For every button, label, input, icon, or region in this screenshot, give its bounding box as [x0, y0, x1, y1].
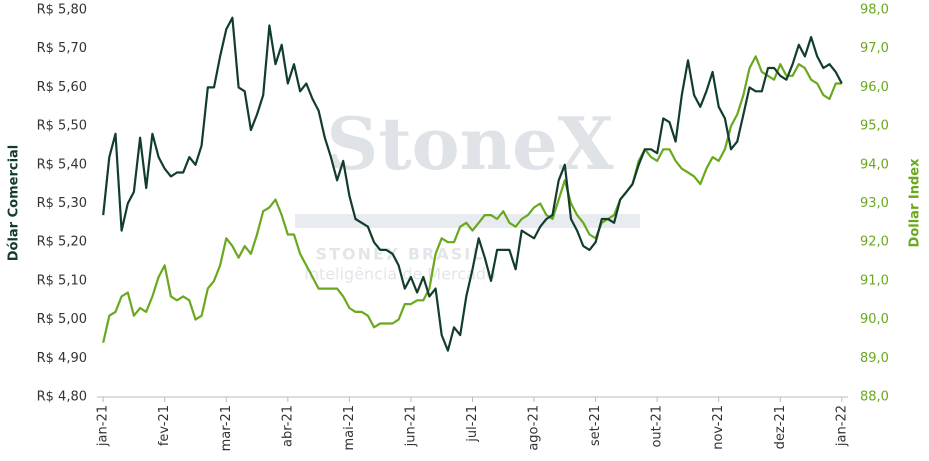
y2-tick-label: 91,0 [860, 273, 889, 288]
y2-tick-label: 95,0 [860, 119, 889, 134]
y-tick-label: R$ 5,10 [37, 273, 87, 288]
y-tick-label: R$ 5,60 [37, 80, 87, 95]
y-tick-label: R$ 5,50 [37, 119, 87, 134]
y-tick-label: R$ 5,00 [37, 312, 87, 327]
y2-axis-label: Dollar Index [908, 158, 923, 248]
x-tick-label: nov-21 [711, 405, 726, 450]
y-tick-label: R$ 5,80 [37, 3, 87, 18]
y-tick-label: R$ 5,40 [37, 157, 87, 172]
y2-tick-label: 90,0 [860, 312, 889, 327]
y2-tick-label: 96,0 [860, 80, 889, 95]
y-tick-label: R$ 5,70 [37, 41, 87, 56]
x-tick-label: set-21 [588, 405, 603, 446]
y2-tick-label: 98,0 [860, 3, 889, 18]
watermark-brand: StoneX [326, 101, 613, 186]
x-tick-label: jan-21 [96, 405, 111, 447]
y-tick-label: R$ 5,30 [37, 196, 87, 211]
x-tick-label: out-21 [650, 405, 665, 448]
y2-tick-label: 88,0 [860, 390, 889, 405]
y2-tick-label: 89,0 [860, 351, 889, 366]
y-tick-label: R$ 5,20 [37, 235, 87, 250]
y-axis-label: Dólar Comercial [7, 145, 22, 262]
series-line [102, 16, 843, 352]
x-tick-label: dez-21 [773, 405, 788, 449]
y-tick-label: R$ 4,90 [37, 351, 87, 366]
series-line [102, 55, 842, 344]
x-tick-label: abr-21 [280, 405, 295, 447]
x-tick-label: jan-22 [834, 405, 849, 447]
y2-tick-label: 97,0 [860, 41, 889, 56]
y2-tick-label: 93,0 [860, 196, 889, 211]
x-tick-label: jul-21 [465, 405, 480, 443]
x-tick-label: mar-21 [219, 405, 234, 451]
x-tick-label: jun-21 [403, 405, 418, 447]
y-tick-label: R$ 4,80 [37, 390, 87, 405]
x-tick-label: ago-21 [527, 405, 542, 451]
watermark-sub: STONEX BRASIL [316, 245, 485, 264]
x-tick-label: fev-21 [157, 405, 172, 446]
y2-tick-label: 94,0 [860, 157, 889, 172]
x-tick-label: mai-21 [342, 405, 357, 450]
y2-tick-label: 92,0 [860, 235, 889, 250]
